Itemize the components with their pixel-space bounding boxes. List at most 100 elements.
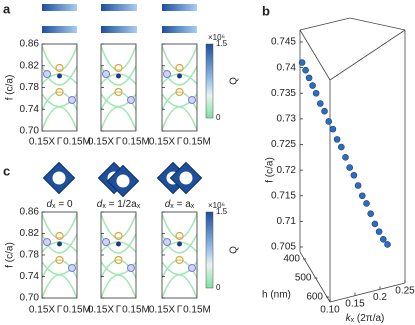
y-tick-label: 0.735	[271, 88, 296, 99]
x-tick-label: 0.15M	[63, 305, 91, 316]
point	[321, 107, 328, 115]
symbol: d	[46, 199, 52, 210]
x-tick-label: 0.15	[345, 298, 365, 309]
panel-label: a	[3, 1, 11, 16]
y-tick-label: 0.74	[20, 271, 40, 282]
point	[333, 136, 341, 143]
x-tick-label: 0.2	[373, 292, 387, 303]
colorbar-label: Q	[229, 246, 240, 254]
x-tick-label: 0.15X	[149, 305, 175, 316]
y-tick-label: 0.78	[20, 250, 40, 261]
config-label: dx = 1/2ax	[97, 199, 141, 210]
point	[367, 210, 375, 217]
point	[384, 241, 391, 248]
point	[329, 125, 337, 133]
y-tick-label: 0.86	[20, 39, 40, 50]
x-tick-label: 0.25	[395, 286, 415, 297]
z-tick-label: 400	[283, 254, 300, 265]
y-tick-label: 0.725	[271, 139, 296, 150]
x-tick-label: 0.15M	[122, 137, 150, 148]
point	[342, 154, 349, 161]
text: (2π/a)	[354, 313, 384, 324]
x-tick-label: 0.15M	[63, 137, 91, 148]
x-tick-label: 0.10	[320, 305, 340, 316]
panel-label: c	[3, 163, 10, 178]
symbol: k	[346, 313, 352, 324]
z-tick-label: 500	[295, 273, 312, 284]
x-tick-label: 0.15X	[88, 305, 114, 316]
point	[337, 143, 345, 151]
subscript: x	[52, 203, 56, 210]
y-tick-label: 0.73	[277, 114, 297, 125]
text: = a	[174, 199, 191, 210]
colorbar-min: 0	[216, 283, 221, 292]
x-tick-label: Γ	[177, 305, 183, 316]
x-axis-label: kx (2π/a)	[346, 313, 385, 324]
y-tick-label: 0.74	[277, 62, 297, 73]
y-tick-label: 0.74	[20, 104, 40, 115]
x-tick-label: 0.15X	[29, 305, 55, 316]
x-tick-label: Γ	[116, 137, 122, 148]
colorbar-max: 1.5	[216, 207, 228, 216]
subscript: x	[191, 203, 195, 210]
point	[371, 220, 379, 228]
point	[379, 236, 387, 243]
y-tick-label: 0.86	[20, 207, 40, 218]
colorbar-label: Q	[229, 77, 240, 85]
point	[325, 118, 333, 125]
point	[350, 171, 358, 179]
symbol: d	[97, 199, 103, 210]
y-tick-label: 0.78	[20, 82, 40, 93]
y-tick-label: 0.705	[271, 242, 296, 253]
point	[354, 182, 362, 189]
y-tick-label: 0.72	[277, 165, 297, 176]
y-tick-label: 0.70	[20, 126, 40, 137]
point	[316, 100, 324, 107]
x-tick-label: 0.15M	[183, 305, 211, 316]
x-tick-label: Γ	[177, 137, 183, 148]
point	[302, 66, 309, 74]
y-tick-label: 0.71	[277, 216, 297, 227]
point	[375, 228, 383, 235]
y-tick-label: 0.82	[20, 60, 40, 71]
point	[346, 164, 354, 171]
decor	[42, 4, 406, 303]
y-tick-label: 0.70	[20, 293, 40, 304]
symbol: d	[165, 199, 171, 210]
point	[358, 192, 366, 200]
panel-label: b	[262, 3, 270, 18]
y-tick-label: 0.715	[271, 190, 296, 201]
x-tick-label: Γ	[57, 137, 63, 148]
text: = 1/2a	[106, 199, 137, 210]
y-axis-label: f (c/a)	[5, 75, 16, 101]
z-tick-label: 600	[306, 292, 323, 303]
x-tick-label: 0.15M	[122, 305, 150, 316]
x-tick-label: 0.15X	[149, 137, 175, 148]
point	[305, 74, 313, 82]
colorbar-min: 0	[216, 113, 221, 122]
point	[363, 200, 370, 207]
config-label: dx = 0	[46, 199, 72, 210]
subscript: x	[170, 203, 174, 210]
z-axis-label: h (nm)	[262, 290, 291, 301]
y-tick-label: 0.82	[20, 228, 40, 239]
y-tick-label: 0.745	[271, 37, 296, 48]
point	[309, 82, 316, 89]
x-tick-label: Γ	[116, 305, 122, 316]
point	[312, 89, 320, 97]
colorbar-multiplier: ×10⁶	[208, 33, 225, 42]
text: = 0	[56, 199, 73, 210]
config-label: dx = ax	[165, 199, 195, 210]
x-tick-label: Γ	[57, 305, 63, 316]
x-tick-label: 0.15M	[183, 137, 211, 148]
colorbar-max: 1.5	[216, 39, 228, 48]
point	[298, 59, 306, 66]
subscript: x	[351, 317, 355, 324]
y-axis-label: f (c/a)	[5, 242, 16, 268]
subscript: x	[137, 203, 141, 210]
colorbar-multiplier: ×10⁶	[208, 201, 225, 210]
subscript: x	[102, 203, 106, 210]
y-axis-label: f (c/a)	[265, 157, 276, 183]
x-tick-label: 0.15X	[88, 137, 114, 148]
